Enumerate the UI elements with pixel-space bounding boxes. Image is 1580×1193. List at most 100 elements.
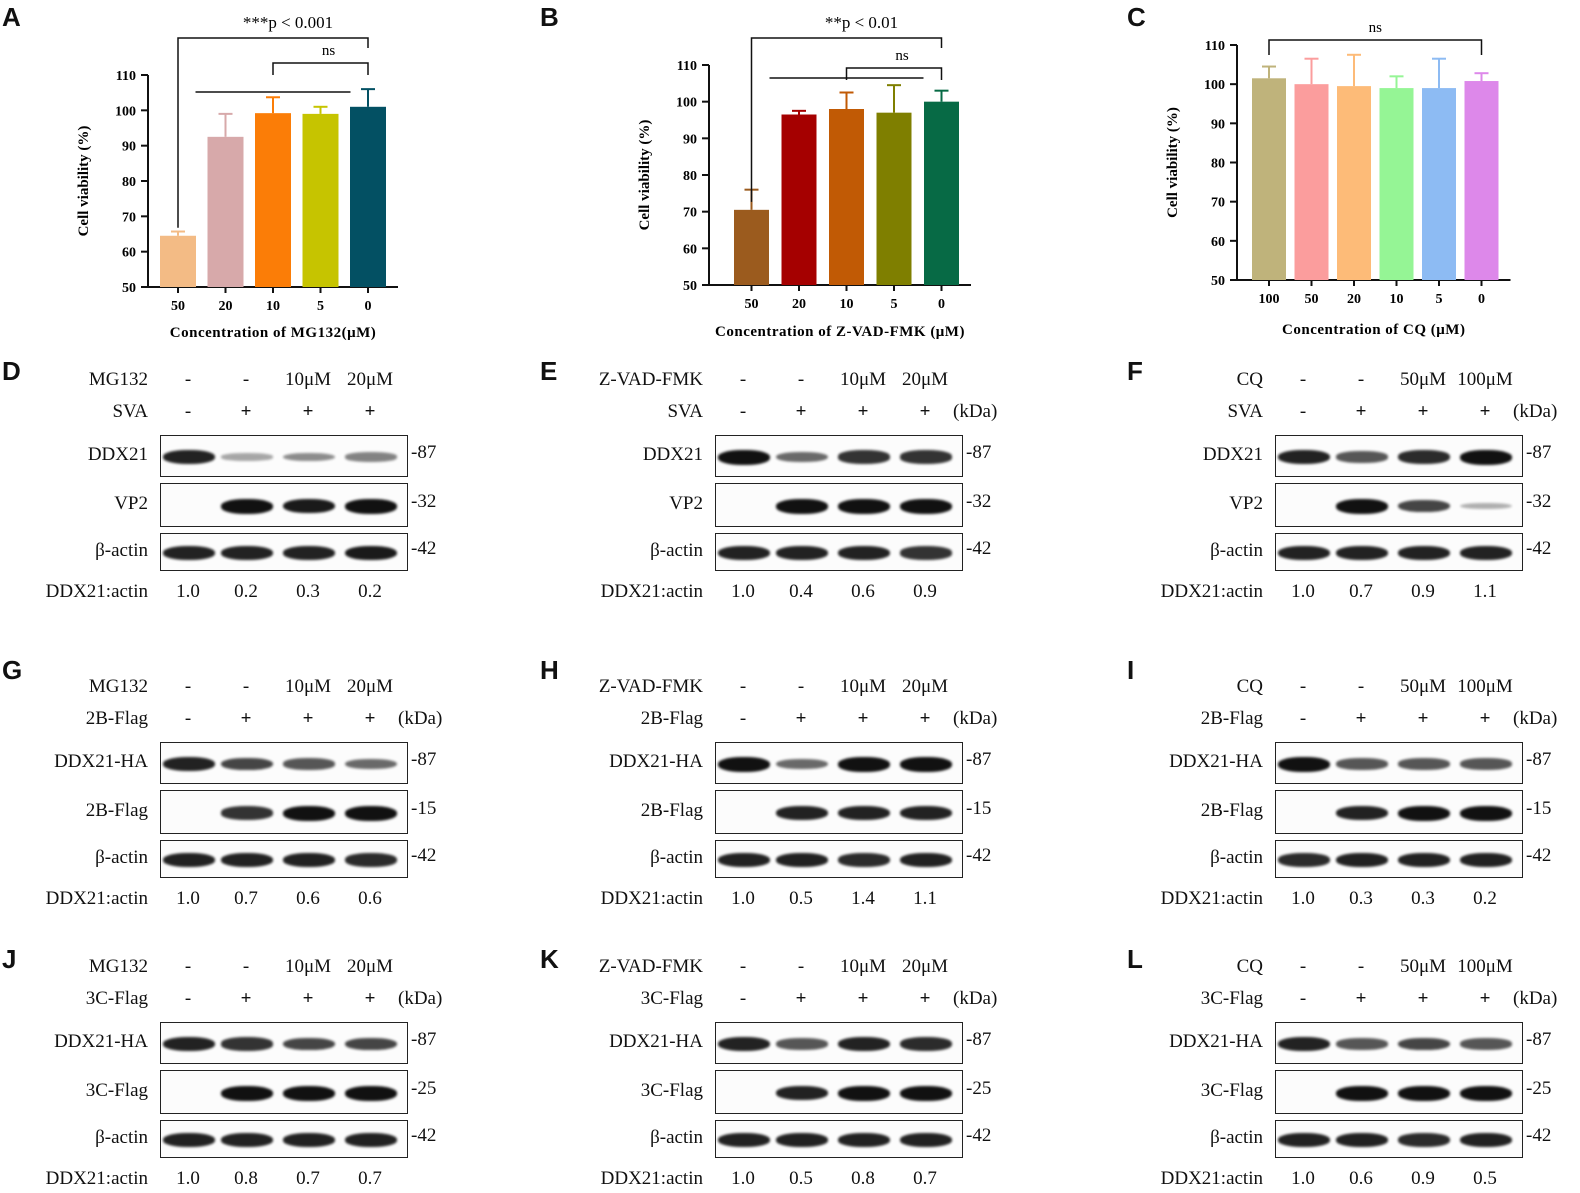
- protein-band: [838, 1132, 890, 1148]
- lane-value: 50μM: [1399, 956, 1447, 977]
- x-tick-label: 5: [317, 299, 324, 314]
- band-label: 2B-Flag: [1200, 800, 1263, 821]
- kda-label: (kDa): [953, 401, 998, 422]
- protein-band: [776, 498, 828, 514]
- y-tick-label: 60: [683, 242, 697, 257]
- ratio-value: 0.2: [234, 581, 258, 602]
- ratio-value: 1.0: [1291, 888, 1315, 909]
- protein-band: [345, 1132, 397, 1148]
- protein-band: [221, 852, 273, 868]
- panel-letter-b: B: [540, 2, 559, 32]
- y-tick-label: 50: [122, 281, 136, 296]
- blot-membrane: [715, 742, 963, 784]
- protein-band: [1460, 758, 1512, 770]
- lane-value: +: [1417, 401, 1429, 422]
- ratio-value: 0.8: [234, 1168, 258, 1189]
- blot-membrane: [715, 1120, 963, 1158]
- molecular-weight-marker: -87: [966, 749, 992, 770]
- blot-membrane: [1275, 1022, 1523, 1064]
- protein-band: [1278, 449, 1330, 465]
- x-axis-label: Concentration of MG132(μM): [170, 325, 376, 341]
- band-label: 2B-Flag: [85, 800, 148, 821]
- blot-membrane: [1275, 790, 1523, 834]
- protein-band: [900, 546, 952, 560]
- molecular-weight-marker: -87: [411, 1029, 437, 1050]
- molecular-weight-marker: -42: [1526, 538, 1552, 559]
- kda-label: (kDa): [1513, 988, 1558, 1009]
- lane-value: +: [857, 988, 869, 1009]
- protein-band: [163, 449, 215, 465]
- x-axis-label: Concentration of CQ (μM): [1282, 322, 1465, 338]
- protein-band: [1398, 1037, 1450, 1051]
- band-label: DDX21-HA: [54, 751, 148, 772]
- panel-letter-k: K: [540, 944, 559, 974]
- protein-band: [221, 1132, 273, 1148]
- protein-band: [1336, 498, 1388, 514]
- kda-label: (kDa): [953, 708, 998, 729]
- ratio-label: DDX21:actin: [600, 1168, 703, 1189]
- treatment-label: SVA: [112, 401, 148, 422]
- x-tick-label: 10: [840, 297, 854, 312]
- lane-value: +: [919, 708, 931, 729]
- protein-band: [345, 805, 397, 821]
- blot-membrane: [1275, 840, 1523, 878]
- lane-value: -: [739, 369, 747, 390]
- protein-band: [283, 805, 335, 821]
- lane-value: 10μM: [284, 676, 332, 697]
- protein-band: [1336, 545, 1388, 561]
- protein-band: [1278, 853, 1330, 867]
- x-axis-label: Concentration of Z-VAD-FMK (μM): [715, 324, 965, 340]
- treatment-label: CQ: [1236, 676, 1263, 697]
- band-label: VP2: [1229, 493, 1263, 514]
- y-tick-label: 50: [1211, 274, 1225, 289]
- protein-band: [838, 1036, 890, 1052]
- protein-band: [838, 498, 890, 514]
- lane-value: +: [240, 988, 252, 1009]
- kda-label: (kDa): [1513, 401, 1558, 422]
- ratio-value: 1.0: [176, 1168, 200, 1189]
- treatment-label: Z-VAD-FMK: [598, 956, 703, 977]
- protein-band: [1398, 758, 1450, 770]
- ratio-label: DDX21:actin: [600, 888, 703, 909]
- treatment-label: MG132: [88, 676, 148, 697]
- panel-letter-f: F: [1127, 356, 1143, 386]
- ratio-label: DDX21:actin: [1160, 888, 1263, 909]
- protein-band: [776, 758, 828, 770]
- lane-value: -: [1299, 369, 1307, 390]
- x-tick-label: 5: [1436, 292, 1443, 307]
- x-tick-label: 50: [1305, 292, 1319, 307]
- ratio-label: DDX21:actin: [45, 581, 148, 602]
- lane-value: +: [364, 708, 376, 729]
- ratio-value: 1.0: [1291, 581, 1315, 602]
- bar: [829, 109, 864, 285]
- bar: [781, 114, 817, 285]
- x-tick-label: 10: [266, 299, 280, 314]
- x-tick-label: 0: [1478, 292, 1485, 307]
- lane-value: 10μM: [839, 956, 887, 977]
- treatment-label: 2B-Flag: [85, 708, 148, 729]
- band-label: β-actin: [1210, 540, 1263, 561]
- molecular-weight-marker: -32: [411, 491, 437, 512]
- western-blot-f: CQ - - 50μM 100μM SVA - + + + (kDa) DDX21 -87 VP2 -32 β…: [1135, 365, 1580, 605]
- lane-value: -: [797, 369, 805, 390]
- band-label: DDX21-HA: [54, 1031, 148, 1052]
- protein-band: [900, 805, 952, 821]
- blot-membrane: [160, 1120, 408, 1158]
- blot-membrane: [1275, 435, 1523, 477]
- ratio-value: 1.1: [1473, 581, 1497, 602]
- lane-value: -: [1357, 369, 1365, 390]
- blot-membrane: [160, 435, 408, 477]
- ratio-value: 0.3: [296, 581, 320, 602]
- y-tick-label: 100: [115, 104, 136, 119]
- lane-value: +: [302, 988, 314, 1009]
- protein-band: [1336, 805, 1388, 821]
- lane-value: -: [184, 956, 192, 977]
- treatment-label: 2B-Flag: [1200, 708, 1263, 729]
- panel-letter-l: L: [1127, 944, 1143, 974]
- protein-band: [900, 498, 952, 514]
- lane-value: -: [184, 369, 192, 390]
- kda-label: (kDa): [398, 988, 443, 1009]
- protein-band: [163, 756, 215, 772]
- protein-band: [163, 852, 215, 868]
- x-tick-label: 20: [792, 297, 806, 312]
